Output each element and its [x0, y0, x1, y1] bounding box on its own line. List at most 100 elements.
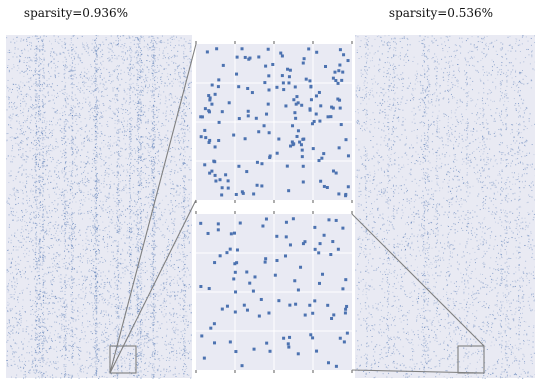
matrix-point — [20, 103, 22, 105]
matrix-point — [187, 327, 189, 328]
matrix-point — [79, 117, 81, 119]
matrix-point — [97, 132, 99, 134]
matrix-point — [72, 118, 74, 120]
matrix-point — [94, 200, 96, 202]
matrix-point — [174, 101, 176, 103]
matrix-point — [137, 328, 139, 330]
matrix-point — [42, 257, 44, 259]
matrix-point — [41, 247, 43, 249]
matrix-point — [183, 108, 185, 110]
matrix-point — [39, 46, 41, 48]
matrix-point — [153, 143, 155, 145]
matrix-point — [77, 150, 79, 152]
matrix-point — [43, 255, 45, 257]
matrix-point — [22, 40, 24, 42]
matrix-point — [129, 136, 131, 138]
matrix-point — [183, 52, 185, 54]
matrix-point — [116, 58, 118, 60]
matrix-point — [58, 238, 60, 240]
matrix-point — [35, 227, 37, 229]
matrix-point — [160, 40, 162, 42]
matrix-point — [120, 288, 121, 290]
matrix-point — [95, 277, 97, 279]
matrix-point — [61, 287, 63, 289]
matrix-point — [130, 196, 132, 198]
matrix-point — [128, 37, 130, 39]
matrix-point — [147, 214, 149, 216]
matrix-point — [87, 45, 89, 47]
matrix-point — [115, 240, 117, 242]
matrix-point — [42, 105, 44, 107]
matrix-point — [87, 367, 89, 369]
matrix-point — [65, 156, 67, 158]
matrix-point — [124, 180, 126, 182]
matrix-point — [128, 284, 130, 286]
matrix-point — [166, 166, 168, 168]
matrix-point — [76, 284, 78, 286]
matrix-point — [40, 132, 42, 134]
matrix-point — [42, 134, 44, 136]
matrix-point — [137, 139, 139, 141]
matrix-point — [94, 302, 96, 304]
matrix-point — [71, 175, 73, 177]
matrix-point — [43, 257, 45, 259]
matrix-point — [153, 281, 155, 283]
matrix-point — [112, 87, 114, 89]
matrix-point — [109, 60, 111, 62]
matrix-point — [13, 246, 15, 248]
matrix-point — [37, 142, 39, 144]
matrix-point — [135, 305, 137, 307]
matrix-point — [64, 216, 66, 218]
matrix-point — [109, 48, 111, 50]
matrix-point — [36, 231, 37, 233]
matrix-point — [110, 83, 112, 85]
matrix-point — [183, 320, 185, 322]
matrix-point — [57, 203, 59, 205]
matrix-point — [38, 48, 40, 50]
matrix-point — [14, 235, 16, 237]
matrix-point — [62, 51, 64, 53]
matrix-point — [129, 237, 131, 239]
matrix-point — [96, 214, 98, 216]
matrix-point — [108, 225, 110, 227]
matrix-point — [41, 53, 43, 55]
matrix-point — [179, 347, 181, 349]
matrix-point — [7, 65, 9, 66]
matrix-point — [117, 190, 119, 192]
matrix-point — [184, 151, 186, 153]
matrix-point — [21, 52, 23, 54]
matrix-point — [107, 157, 109, 159]
matrix-point — [184, 48, 186, 50]
matrix-point — [38, 208, 40, 210]
matrix-point — [137, 119, 139, 121]
matrix-point — [172, 308, 174, 310]
matrix-point — [137, 198, 139, 200]
matrix-point — [83, 67, 85, 69]
matrix-point — [13, 356, 15, 358]
matrix-point — [30, 116, 32, 118]
matrix-point — [178, 277, 180, 279]
matrix-point — [42, 342, 44, 344]
matrix-point — [154, 114, 156, 116]
matrix-point — [93, 323, 95, 325]
matrix-point — [42, 220, 44, 222]
matrix-point — [95, 299, 97, 301]
matrix-point — [79, 190, 81, 192]
matrix-point — [31, 142, 33, 144]
matrix-point — [82, 304, 84, 306]
matrix-point — [116, 260, 118, 262]
matrix-point — [153, 142, 155, 144]
matrix-point — [151, 229, 153, 231]
matrix-point — [180, 292, 182, 294]
matrix-point — [14, 156, 16, 158]
matrix-point — [140, 234, 142, 236]
matrix-point — [129, 144, 131, 146]
matrix-point — [165, 115, 167, 117]
matrix-point — [154, 57, 156, 59]
matrix-point — [182, 308, 184, 310]
matrix-point — [30, 211, 32, 213]
matrix-point — [182, 365, 184, 367]
matrix-point — [25, 65, 27, 67]
matrix-point — [116, 176, 118, 178]
matrix-point — [116, 123, 118, 125]
